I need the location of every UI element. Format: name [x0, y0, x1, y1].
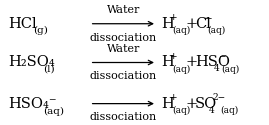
Text: (aq): (aq) — [44, 107, 65, 116]
Text: +: + — [186, 56, 198, 70]
Text: (aq): (aq) — [172, 26, 190, 35]
Text: HCl: HCl — [8, 17, 37, 31]
Text: H: H — [161, 17, 174, 31]
Text: (aq): (aq) — [207, 26, 225, 35]
Text: H: H — [161, 97, 174, 111]
Text: dissociation: dissociation — [90, 112, 157, 122]
Text: −: − — [204, 13, 211, 22]
Text: Water: Water — [107, 44, 140, 54]
Text: HSO: HSO — [195, 56, 230, 70]
Text: dissociation: dissociation — [90, 32, 157, 42]
Text: 2−: 2− — [213, 93, 226, 102]
Text: (aq): (aq) — [172, 64, 190, 74]
Text: H₂SO₄: H₂SO₄ — [8, 56, 55, 70]
Text: Cl: Cl — [195, 17, 211, 31]
Text: +: + — [169, 13, 176, 22]
Text: 4: 4 — [209, 106, 215, 115]
Text: HSO₄⁻: HSO₄⁻ — [8, 97, 56, 111]
Text: H: H — [161, 56, 174, 70]
Text: (l): (l) — [44, 64, 55, 74]
Text: (aq): (aq) — [172, 106, 190, 115]
Text: 4: 4 — [214, 64, 219, 74]
Text: +: + — [186, 17, 198, 31]
Text: −: − — [218, 52, 225, 60]
Text: Water: Water — [107, 5, 140, 15]
Text: SO: SO — [195, 97, 217, 111]
Text: +: + — [169, 93, 176, 102]
Text: (g): (g) — [33, 26, 48, 35]
Text: +: + — [169, 52, 176, 60]
Text: (aq): (aq) — [221, 64, 239, 74]
Text: +: + — [186, 97, 198, 111]
Text: dissociation: dissociation — [90, 71, 157, 81]
Text: (aq): (aq) — [220, 106, 238, 115]
